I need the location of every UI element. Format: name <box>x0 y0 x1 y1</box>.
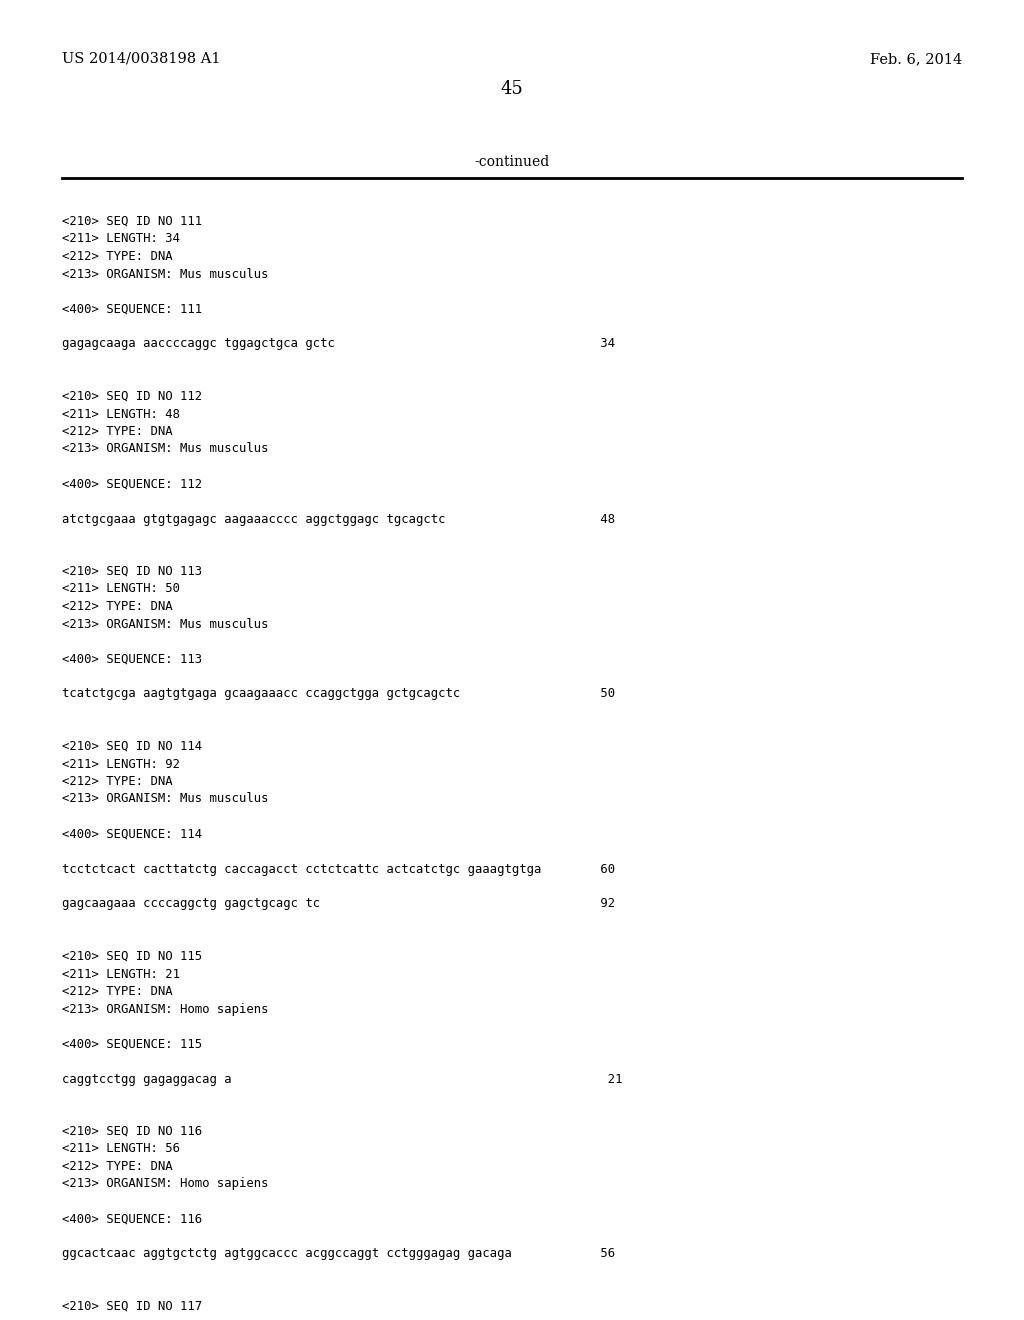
Text: <210> SEQ ID NO 112: <210> SEQ ID NO 112 <box>62 389 202 403</box>
Text: gagagcaaga aaccccaggc tggagctgca gctc                                    34: gagagcaaga aaccccaggc tggagctgca gctc 34 <box>62 338 615 351</box>
Text: <400> SEQUENCE: 116: <400> SEQUENCE: 116 <box>62 1213 202 1225</box>
Text: <210> SEQ ID NO 117: <210> SEQ ID NO 117 <box>62 1300 202 1313</box>
Text: Feb. 6, 2014: Feb. 6, 2014 <box>869 51 962 66</box>
Text: <400> SEQUENCE: 115: <400> SEQUENCE: 115 <box>62 1038 202 1051</box>
Text: <400> SEQUENCE: 114: <400> SEQUENCE: 114 <box>62 828 202 841</box>
Text: gagcaagaaa ccccaggctg gagctgcagc tc                                      92: gagcaagaaa ccccaggctg gagctgcagc tc 92 <box>62 898 615 911</box>
Text: <400> SEQUENCE: 113: <400> SEQUENCE: 113 <box>62 652 202 665</box>
Text: <210> SEQ ID NO 111: <210> SEQ ID NO 111 <box>62 215 202 228</box>
Text: -continued: -continued <box>474 154 550 169</box>
Text: <211> LENGTH: 92: <211> LENGTH: 92 <box>62 758 180 771</box>
Text: <213> ORGANISM: Mus musculus: <213> ORGANISM: Mus musculus <box>62 618 268 631</box>
Text: tcctctcact cacttatctg caccagacct cctctcattc actcatctgc gaaagtgtga        60: tcctctcact cacttatctg caccagacct cctctca… <box>62 862 615 875</box>
Text: <211> LENGTH: 48: <211> LENGTH: 48 <box>62 408 180 421</box>
Text: <212> TYPE: DNA: <212> TYPE: DNA <box>62 1160 173 1173</box>
Text: <400> SEQUENCE: 112: <400> SEQUENCE: 112 <box>62 478 202 491</box>
Text: <211> LENGTH: 34: <211> LENGTH: 34 <box>62 232 180 246</box>
Text: <212> TYPE: DNA: <212> TYPE: DNA <box>62 249 173 263</box>
Text: <210> SEQ ID NO 115: <210> SEQ ID NO 115 <box>62 950 202 964</box>
Text: <213> ORGANISM: Mus musculus: <213> ORGANISM: Mus musculus <box>62 268 268 281</box>
Text: atctgcgaaa gtgtgagagc aagaaacccc aggctggagc tgcagctc                     48: atctgcgaaa gtgtgagagc aagaaacccc aggctgg… <box>62 512 615 525</box>
Text: <211> LENGTH: 21: <211> LENGTH: 21 <box>62 968 180 981</box>
Text: <213> ORGANISM: Homo sapiens: <213> ORGANISM: Homo sapiens <box>62 1002 268 1015</box>
Text: tcatctgcga aagtgtgaga gcaagaaacc ccaggctgga gctgcagctc                   50: tcatctgcga aagtgtgaga gcaagaaacc ccaggct… <box>62 688 615 701</box>
Text: <212> TYPE: DNA: <212> TYPE: DNA <box>62 425 173 438</box>
Text: US 2014/0038198 A1: US 2014/0038198 A1 <box>62 51 220 66</box>
Text: <212> TYPE: DNA: <212> TYPE: DNA <box>62 775 173 788</box>
Text: <210> SEQ ID NO 113: <210> SEQ ID NO 113 <box>62 565 202 578</box>
Text: <210> SEQ ID NO 116: <210> SEQ ID NO 116 <box>62 1125 202 1138</box>
Text: caggtcctgg gagaggacag a                                                   21: caggtcctgg gagaggacag a 21 <box>62 1072 623 1085</box>
Text: <213> ORGANISM: Mus musculus: <213> ORGANISM: Mus musculus <box>62 442 268 455</box>
Text: <211> LENGTH: 56: <211> LENGTH: 56 <box>62 1143 180 1155</box>
Text: <212> TYPE: DNA: <212> TYPE: DNA <box>62 601 173 612</box>
Text: <211> LENGTH: 50: <211> LENGTH: 50 <box>62 582 180 595</box>
Text: <212> TYPE: DNA: <212> TYPE: DNA <box>62 985 173 998</box>
Text: <210> SEQ ID NO 114: <210> SEQ ID NO 114 <box>62 741 202 752</box>
Text: ggcactcaac aggtgctctg agtggcaccc acggccaggt cctgggagag gacaga            56: ggcactcaac aggtgctctg agtggcaccc acggcca… <box>62 1247 615 1261</box>
Text: 45: 45 <box>501 81 523 98</box>
Text: <213> ORGANISM: Homo sapiens: <213> ORGANISM: Homo sapiens <box>62 1177 268 1191</box>
Text: <400> SEQUENCE: 111: <400> SEQUENCE: 111 <box>62 302 202 315</box>
Text: <213> ORGANISM: Mus musculus: <213> ORGANISM: Mus musculus <box>62 792 268 805</box>
